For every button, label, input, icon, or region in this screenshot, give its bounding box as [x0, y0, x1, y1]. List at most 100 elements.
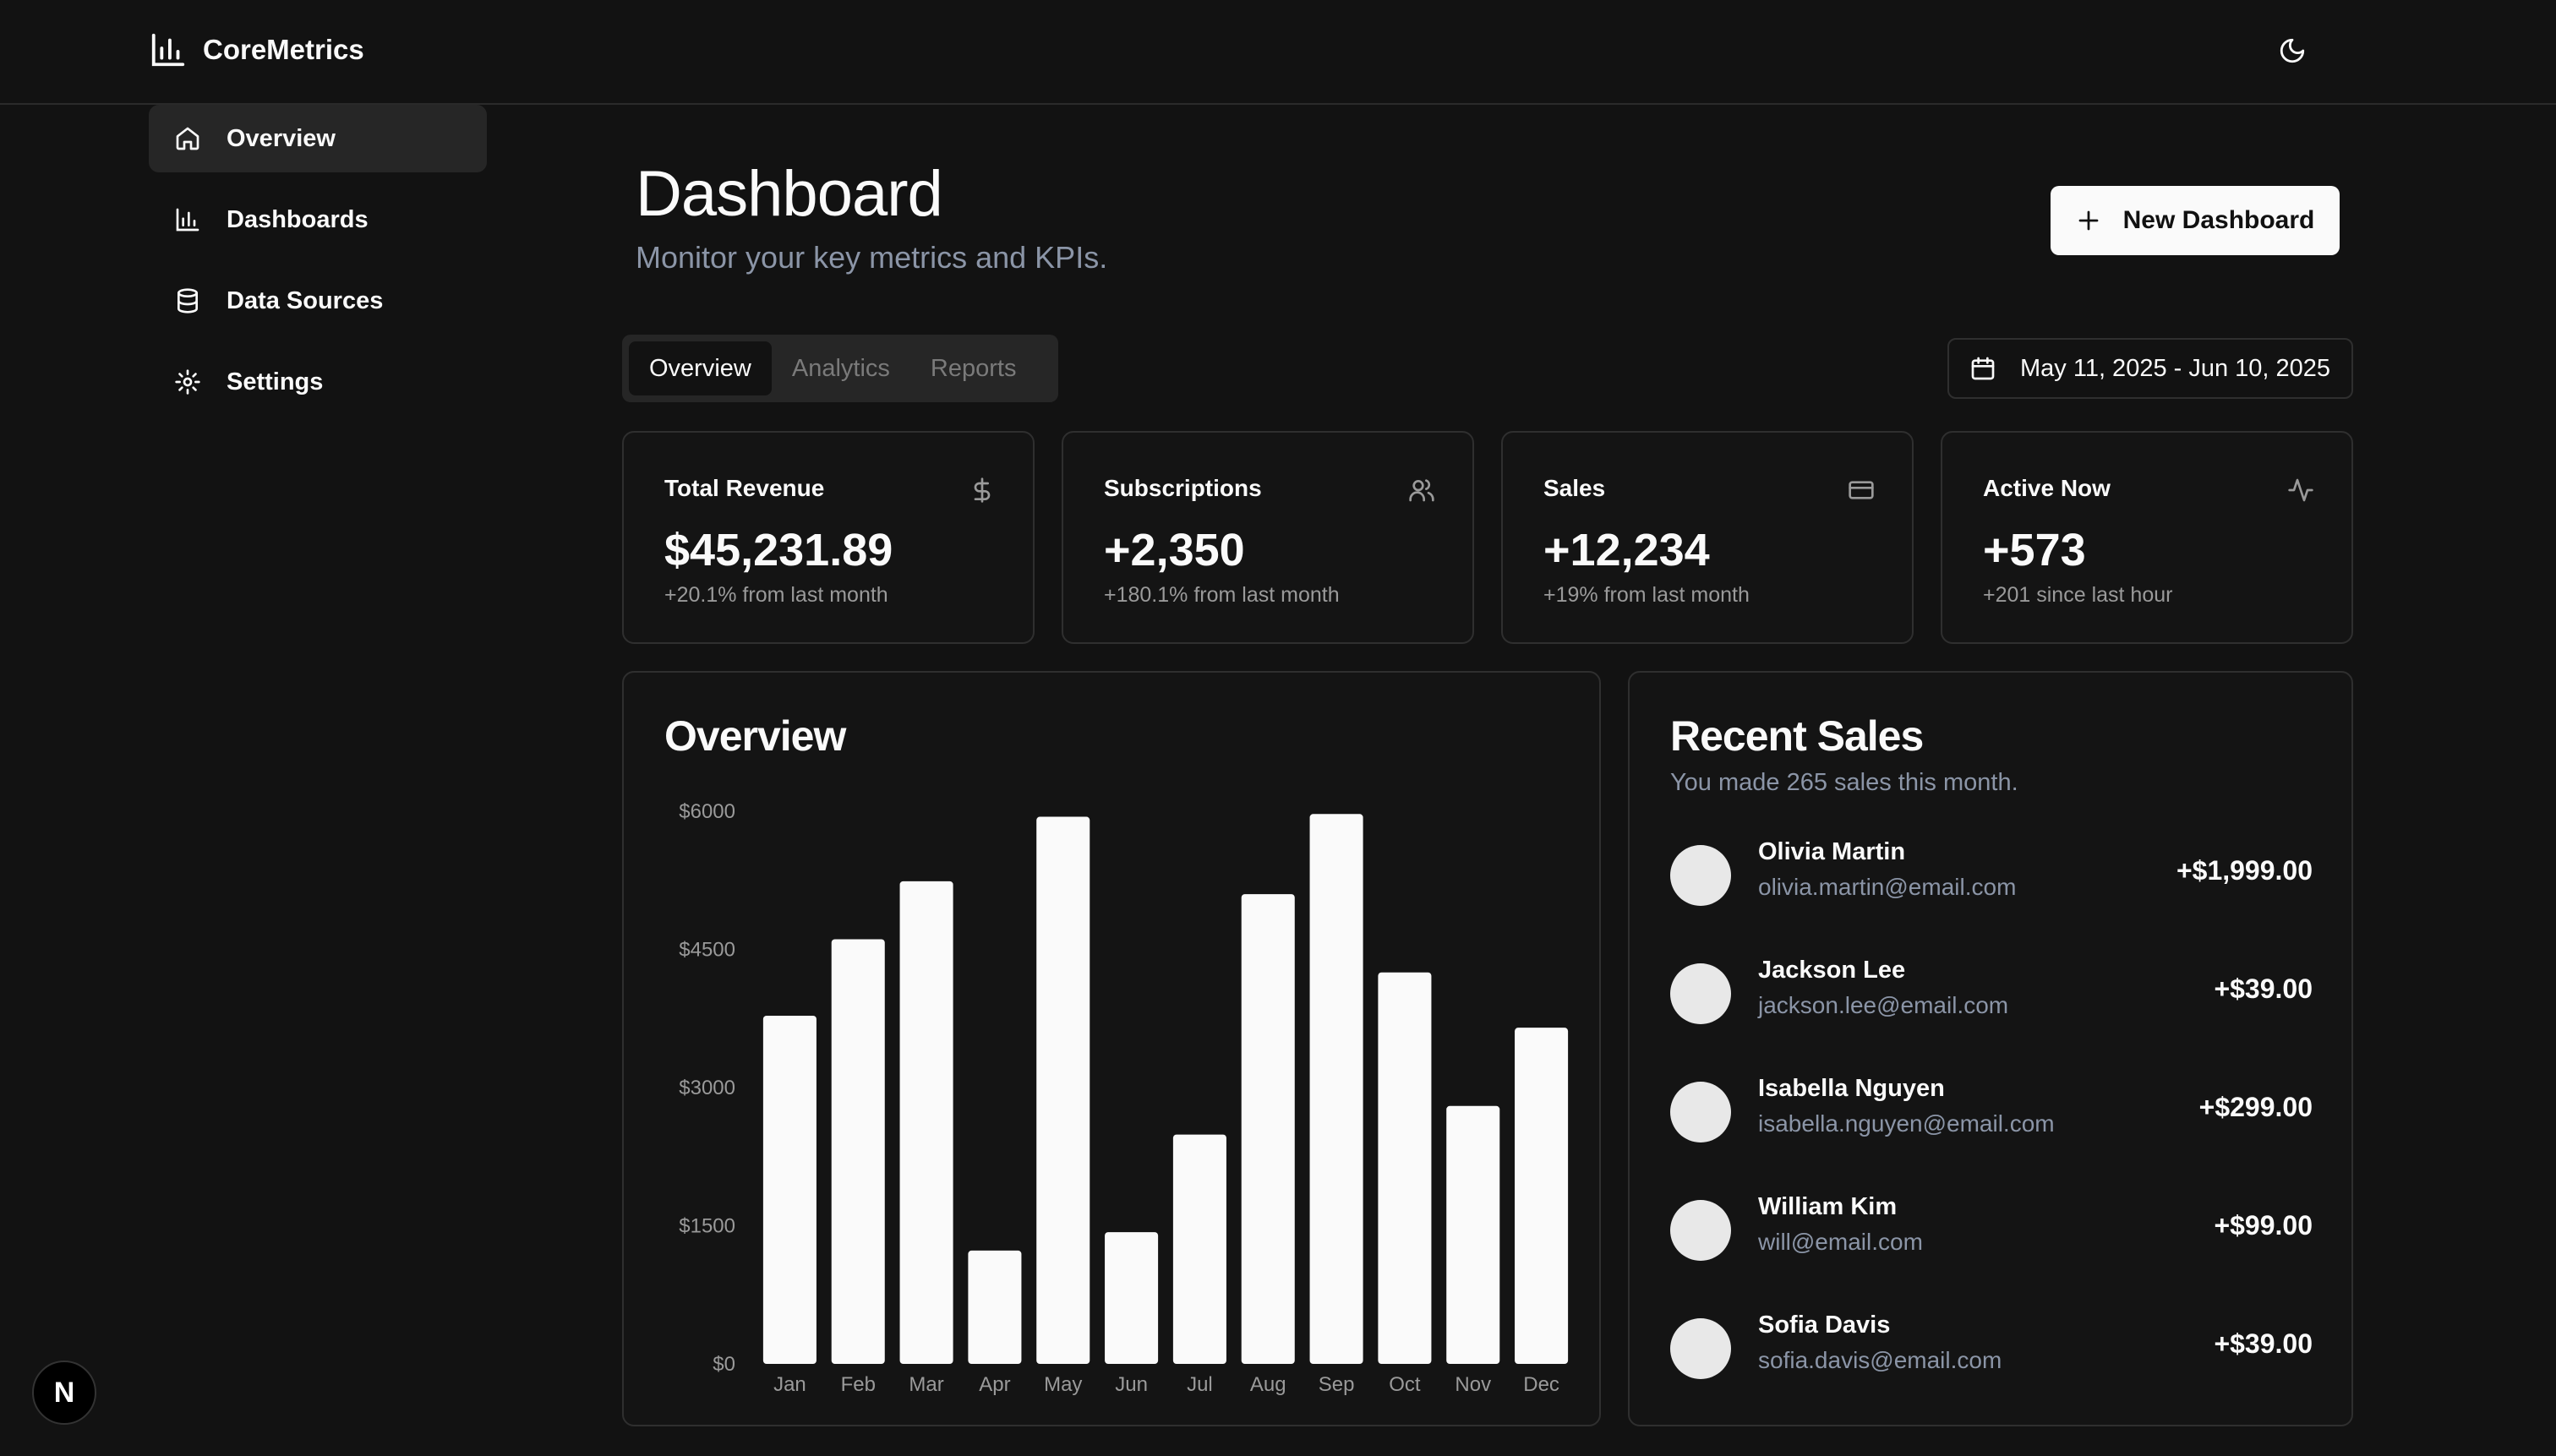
- date-range-label: May 11, 2025 - Jun 10, 2025: [2020, 354, 2331, 382]
- tab-analytics[interactable]: Analytics: [791, 354, 890, 382]
- avatar: [1670, 963, 1731, 1024]
- bar-apr[interactable]: [968, 1250, 1022, 1364]
- top-header: CoreMetrics: [0, 0, 2556, 105]
- recent-sales-title: Recent Sales: [1670, 712, 1924, 760]
- x-tick-label: Sep: [1319, 1373, 1355, 1396]
- recent-sales-card: Recent Sales You made 265 sales this mon…: [1628, 671, 2353, 1426]
- overview-bar-chart: $0 $1500 $3000 $4500 $6000 Jan Feb Mar Apr May Jun…: [679, 800, 1569, 1396]
- x-tick-label: May: [1044, 1373, 1082, 1396]
- bar-nov[interactable]: [1446, 1105, 1500, 1364]
- x-tick-label: Nov: [1455, 1373, 1491, 1396]
- sale-email: will@email.com: [1758, 1229, 1923, 1255]
- bar-oct[interactable]: [1378, 972, 1432, 1364]
- home-icon: [176, 127, 199, 150]
- sidebar-item-dashboards[interactable]: Dashboards: [149, 186, 487, 254]
- avatar: [1670, 1082, 1731, 1142]
- new-dashboard-button[interactable]: New Dashboard: [2051, 186, 2340, 255]
- users-icon: [1409, 479, 1434, 502]
- sale-amount: +$299.00: [2198, 1092, 2313, 1122]
- bar-mar[interactable]: [899, 881, 953, 1364]
- moon-icon: [2280, 38, 2305, 63]
- gear-icon: [175, 369, 200, 395]
- sale-amount: +$39.00: [2214, 973, 2313, 1004]
- y-tick-label: $0: [713, 1353, 735, 1376]
- x-tick-label: Jul: [1187, 1373, 1213, 1396]
- sale-name: Isabella Nguyen: [1758, 1075, 1945, 1102]
- sidebar-item-label: Data Sources: [227, 286, 384, 314]
- bar-dec[interactable]: [1515, 1028, 1569, 1364]
- recent-sales-subtitle: You made 265 sales this month.: [1670, 769, 2018, 796]
- sale-name: Olivia Martin: [1758, 838, 1906, 865]
- x-tick-label: Apr: [979, 1373, 1010, 1396]
- sale-row[interactable]: Jackson Lee jackson.lee@email.com +$39.0…: [1670, 957, 2313, 1024]
- sidebar: Overview Dashboards Data Sources Setting…: [149, 105, 487, 429]
- x-tick-label: Feb: [841, 1373, 876, 1396]
- bar-aug[interactable]: [1241, 894, 1295, 1364]
- x-tick-label: Dec: [1523, 1373, 1559, 1396]
- kpi-label: Active Now: [1983, 475, 2111, 501]
- sale-amount: +$1,999.00: [2176, 855, 2313, 886]
- sale-email: olivia.martin@email.com: [1758, 874, 2017, 900]
- x-tick-label: Aug: [1250, 1373, 1286, 1396]
- kpi-change: +201 since last hour: [1983, 583, 2173, 607]
- calendar-icon: [1971, 357, 1995, 380]
- kpi-label: Subscriptions: [1104, 475, 1262, 501]
- activity-icon: [2288, 478, 2313, 502]
- kpi-label: Sales: [1543, 475, 1606, 501]
- kpi-value: +573: [1983, 525, 2086, 575]
- sidebar-item-overview[interactable]: Overview: [149, 105, 487, 172]
- sidebar-item-data-sources[interactable]: Data Sources: [149, 267, 487, 335]
- bar-may[interactable]: [1036, 816, 1090, 1364]
- sale-name: Sofia Davis: [1758, 1311, 1891, 1339]
- sale-row[interactable]: Sofia Davis sofia.davis@email.com +$39.0…: [1670, 1311, 2313, 1379]
- avatar: [1670, 1200, 1731, 1261]
- y-tick-label: $6000: [679, 800, 735, 823]
- sale-row[interactable]: Olivia Martin olivia.martin@email.com +$…: [1670, 838, 2313, 906]
- sale-email: jackson.lee@email.com: [1758, 992, 2009, 1018]
- bar-sep[interactable]: [1309, 814, 1363, 1364]
- tab-reports[interactable]: Reports: [930, 354, 1017, 382]
- y-tick-label: $1500: [679, 1215, 735, 1238]
- sale-row[interactable]: Isabella Nguyen isabella.nguyen@email.co…: [1670, 1075, 2313, 1142]
- page-subtitle: Monitor your key metrics and KPIs.: [636, 240, 1108, 275]
- bar-jan[interactable]: [762, 1015, 816, 1364]
- x-tick-label: Mar: [909, 1373, 943, 1396]
- avatar: [1670, 845, 1731, 906]
- kpi-card-subscriptions: Subscriptions +2,350 +180.1% from last m…: [1062, 431, 1474, 644]
- sidebar-item-label: Overview: [227, 124, 336, 152]
- sidebar-item-settings[interactable]: Settings: [149, 348, 487, 416]
- kpi-value: +2,350: [1104, 525, 1245, 575]
- view-tabs: Overview Analytics Reports: [622, 335, 1058, 402]
- y-tick-label: $3000: [679, 1077, 735, 1099]
- bar-chart-icon: [176, 208, 199, 232]
- sale-name: William Kim: [1758, 1193, 1898, 1220]
- avatar: [1670, 1318, 1731, 1379]
- sale-email: sofia.davis@email.com: [1758, 1347, 2002, 1373]
- sale-row[interactable]: William Kim will@email.com +$99.00: [1670, 1193, 2313, 1261]
- app-name: CoreMetrics: [203, 34, 364, 65]
- bar-chart-icon: [151, 33, 185, 67]
- tab-overview[interactable]: Overview: [629, 341, 772, 395]
- sale-amount: +$39.00: [2214, 1328, 2313, 1359]
- bar-jun[interactable]: [1105, 1232, 1159, 1364]
- kpi-change: +19% from last month: [1543, 583, 1750, 607]
- credit-card-icon: [1849, 481, 1874, 499]
- x-tick-label: Oct: [1389, 1373, 1421, 1396]
- page-title: Dashboard: [636, 158, 943, 230]
- framework-badge-button[interactable]: N: [32, 1361, 96, 1425]
- brand[interactable]: CoreMetrics: [149, 29, 364, 71]
- database-icon: [178, 288, 198, 314]
- kpi-label: Total Revenue: [664, 475, 825, 501]
- date-range-picker[interactable]: May 11, 2025 - Jun 10, 2025: [1947, 338, 2353, 399]
- bar-jul[interactable]: [1172, 1134, 1226, 1364]
- kpi-value: +12,234: [1543, 525, 1710, 575]
- dollar-icon: [974, 477, 991, 503]
- sidebar-item-label: Settings: [227, 368, 324, 395]
- kpi-card-sales: Sales +12,234 +19% from last month: [1501, 431, 1914, 644]
- bar-feb[interactable]: [831, 939, 885, 1364]
- sidebar-item-label: Dashboards: [227, 205, 369, 233]
- x-tick-label: Jun: [1115, 1373, 1148, 1396]
- new-dashboard-label: New Dashboard: [2122, 206, 2315, 234]
- theme-toggle-button[interactable]: [2270, 29, 2314, 73]
- overview-chart-card: Overview $0 $1500 $3000 $4500 $6000 Jan Feb Mar…: [622, 671, 1601, 1426]
